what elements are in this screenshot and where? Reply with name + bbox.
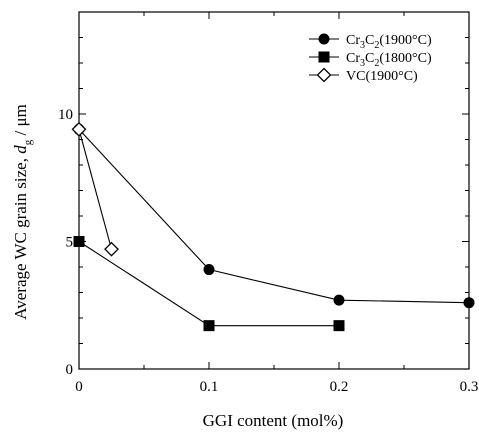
legend-entry: Cr3C2(1900°C) [309,33,432,51]
x-tick-label: 0.1 [200,379,219,395]
data-point [333,294,345,306]
legend-entry: Cr3C2(1800°C) [309,51,432,69]
legend-marker [316,67,332,83]
legend-marker [318,51,330,63]
x-axis-label: GGI content (mol%) [203,411,344,430]
x-tick-label: 0 [75,379,83,395]
series-3 [71,121,119,257]
legend-marker [318,33,330,45]
y-tick-label: 5 [66,235,74,251]
series-line [78,129,113,250]
y-tick-label: 0 [66,362,74,378]
y-tick-label: 10 [58,107,73,123]
data-point [333,320,345,332]
series-2 [73,236,345,332]
series-1 [73,123,475,309]
x-tick-label: 0.2 [330,379,349,395]
legend-label: VC(1900°C) [346,69,418,84]
legend-entry: VC(1900°C) [309,67,418,84]
legend-label: Cr3C2(1800°C) [346,51,432,69]
x-tick-label: 0.3 [460,379,479,395]
data-point [104,241,119,257]
plot-layer: 0 0.1 0.2 0.3 0 5 10 Cr3C2(1900°C)Cr3C2(1800°C)… [58,11,479,395]
series-line [78,241,339,327]
data-point [203,320,215,332]
data-point [463,297,475,309]
legend: Cr3C2(1900°C)Cr3C2(1800°C)VC(1900°C) [309,33,432,84]
legend-label: Cr3C2(1900°C) [346,33,432,51]
data-point [73,236,85,247]
y-axis-label: Average WC grain size, dg / μm [11,104,34,320]
series-line [78,128,470,304]
data-point [71,121,87,137]
data-point [203,264,215,276]
